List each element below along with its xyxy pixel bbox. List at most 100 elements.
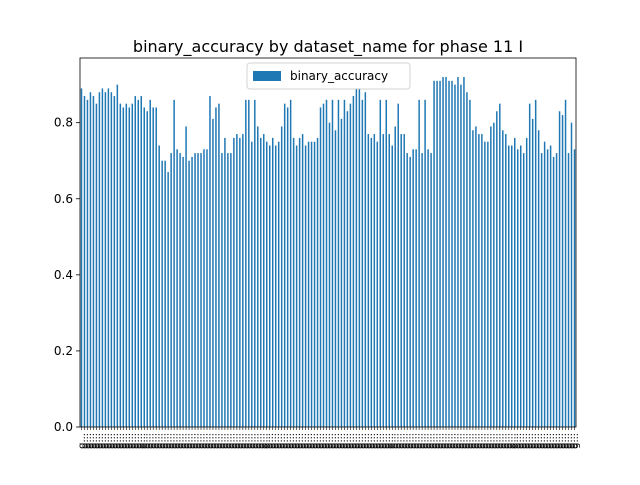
x-tick-label: g... [80, 433, 91, 449]
bar [343, 99, 346, 427]
x-tick-label: g... [456, 433, 467, 449]
bar [86, 99, 89, 427]
x-tick-label: g... [453, 433, 464, 449]
bar [433, 80, 435, 427]
bar [346, 111, 349, 427]
bar [218, 103, 220, 428]
bar [134, 96, 137, 427]
bar [555, 153, 558, 427]
bar [254, 99, 256, 427]
bar [388, 134, 390, 427]
bar [558, 111, 561, 427]
x-tick-label: g... [83, 433, 94, 449]
chart-title: binary_accuracy by dataset_name for phas… [133, 37, 523, 57]
bar [143, 107, 145, 427]
x-tick-label: g... [445, 433, 456, 449]
bar [224, 137, 226, 427]
x-tick-label: g... [337, 433, 348, 449]
x-tick-label: g... [543, 433, 554, 449]
x-tick-label: g... [328, 433, 339, 449]
x-tick-label: g... [364, 433, 375, 449]
bar [277, 141, 280, 427]
x-tick-label: g... [191, 433, 202, 449]
x-tick-label: g... [247, 433, 258, 449]
x-tick-label: g... [316, 433, 327, 449]
x-tick-label: g... [540, 433, 551, 449]
bar [322, 103, 325, 428]
bar [370, 137, 373, 427]
bar [116, 84, 119, 427]
bar [409, 156, 411, 427]
bar [164, 160, 166, 427]
bars-layer [80, 77, 576, 428]
x-tick-label: g... [241, 433, 252, 449]
x-tick-label: g... [483, 433, 494, 449]
bar [564, 99, 567, 427]
bar [110, 92, 113, 428]
x-tick-label: g... [200, 433, 211, 449]
x-tick-label: g... [125, 433, 136, 449]
x-tick-label: g... [217, 433, 228, 449]
bar [98, 92, 101, 428]
x-tick-label: g... [424, 433, 435, 449]
x-tick-label: g... [549, 433, 560, 449]
x-tick-label: g... [382, 433, 393, 449]
bar [260, 137, 262, 427]
bar [316, 137, 319, 427]
x-tick-label: g... [367, 433, 378, 449]
bar [313, 141, 316, 427]
x-tick-label: g... [346, 433, 357, 449]
bar [546, 149, 549, 428]
bar [331, 99, 334, 427]
bar [137, 99, 140, 427]
bar [257, 126, 259, 427]
bar [161, 160, 163, 427]
x-tick-label: g... [570, 433, 581, 449]
x-tick-label: g... [161, 433, 172, 449]
x-tick-label: g... [531, 433, 542, 449]
x-tick-label: g... [286, 433, 297, 449]
bar [245, 99, 247, 427]
x-tick-label: g... [211, 433, 222, 449]
legend-box [246, 62, 411, 90]
x-tick-label: g... [143, 433, 154, 449]
bar [514, 137, 516, 427]
bar [534, 99, 537, 427]
x-tick-label: g... [271, 433, 282, 449]
bar [266, 141, 268, 427]
bar [337, 99, 340, 427]
x-tick-label: g... [546, 433, 557, 449]
x-tick-label: g... [358, 433, 369, 449]
x-tick-label: g... [400, 433, 411, 449]
x-tick-label: g... [334, 433, 345, 449]
x-tick-label: g... [208, 433, 219, 449]
x-tick-label: g... [412, 433, 423, 449]
x-tick-label: g... [170, 433, 181, 449]
bar [466, 92, 468, 428]
bar [430, 153, 432, 427]
bar [478, 134, 480, 427]
y-tick-label: 0.8 [54, 116, 73, 130]
x-tick-label: g... [379, 433, 390, 449]
x-tick-label: g... [131, 433, 142, 449]
bar [460, 84, 462, 427]
x-tick-label: g... [277, 433, 288, 449]
bar [427, 149, 429, 428]
x-tick-label: g... [537, 433, 548, 449]
x-tick-label: g... [235, 433, 246, 449]
x-tick-label: g... [220, 433, 231, 449]
bar [481, 134, 483, 427]
bar [448, 80, 450, 427]
x-tick-label: g... [113, 433, 124, 449]
bar [325, 99, 328, 427]
bar [570, 122, 573, 428]
y-tick-label: 0.6 [54, 192, 73, 206]
x-axis: g...g...g...g...g...g...g...g...g...g...… [77, 427, 581, 449]
bar [251, 141, 253, 427]
x-tick-label: g... [310, 433, 321, 449]
x-tick-label: g... [373, 433, 384, 449]
x-tick-label: g... [280, 433, 291, 449]
y-tick-label: 0.0 [54, 420, 73, 434]
bar [439, 80, 441, 427]
